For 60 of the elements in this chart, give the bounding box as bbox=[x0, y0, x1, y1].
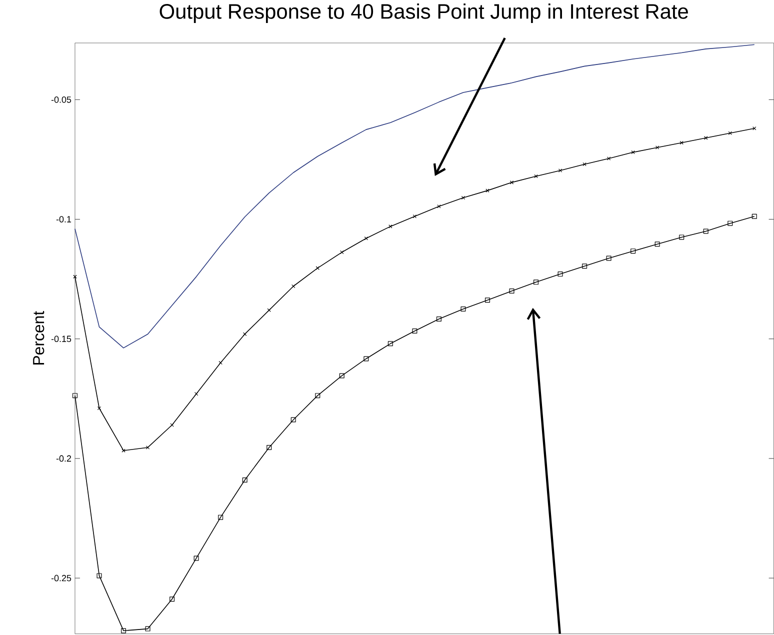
point bbox=[631, 150, 635, 154]
point bbox=[218, 360, 222, 365]
chart-title: Output Response to 40 Basis Point Jump in Interest Rate bbox=[160, 4, 688, 24]
point bbox=[242, 332, 247, 336]
point bbox=[194, 392, 198, 396]
point bbox=[96, 573, 102, 578]
point bbox=[752, 214, 757, 219]
point bbox=[218, 514, 224, 520]
point bbox=[388, 341, 393, 346]
y-axis-title: Percent bbox=[33, 311, 44, 365]
point bbox=[704, 136, 708, 140]
point bbox=[146, 446, 150, 450]
point bbox=[170, 596, 175, 602]
point bbox=[461, 196, 466, 200]
point bbox=[558, 168, 562, 172]
point bbox=[315, 393, 320, 398]
point bbox=[680, 140, 684, 145]
y-tick-label: -0.15 bbox=[51, 336, 72, 342]
point bbox=[412, 328, 418, 334]
point bbox=[122, 448, 126, 452]
point bbox=[364, 236, 368, 240]
point bbox=[582, 264, 588, 269]
point bbox=[484, 298, 490, 303]
point bbox=[72, 393, 78, 398]
point bbox=[121, 628, 126, 634]
point bbox=[339, 373, 344, 378]
point bbox=[145, 626, 150, 632]
point bbox=[292, 284, 296, 288]
point bbox=[703, 228, 708, 234]
y-tick-label: -0.1 bbox=[56, 216, 72, 222]
point bbox=[486, 188, 490, 192]
point bbox=[460, 306, 466, 312]
point bbox=[534, 174, 538, 178]
y-tick-label: -0.05 bbox=[51, 96, 72, 103]
point bbox=[679, 234, 684, 240]
point bbox=[534, 280, 539, 285]
point bbox=[558, 272, 563, 277]
point bbox=[194, 556, 199, 561]
y-tick-label: -0.25 bbox=[51, 574, 72, 582]
point bbox=[412, 214, 417, 218]
point bbox=[316, 266, 320, 270]
point bbox=[606, 256, 612, 261]
point bbox=[437, 204, 441, 208]
point bbox=[267, 308, 271, 312]
point bbox=[582, 162, 586, 166]
point bbox=[655, 146, 660, 150]
point bbox=[266, 445, 272, 450]
point bbox=[364, 356, 369, 362]
point bbox=[290, 417, 296, 422]
point bbox=[654, 242, 660, 247]
point bbox=[340, 250, 344, 254]
line-series bbox=[74, 44, 755, 348]
point bbox=[606, 156, 611, 160]
point bbox=[436, 316, 442, 322]
y-tick-label: -0.2 bbox=[56, 455, 72, 462]
point bbox=[728, 220, 733, 226]
point bbox=[242, 478, 248, 483]
point bbox=[509, 288, 514, 294]
point bbox=[630, 248, 636, 254]
point bbox=[510, 180, 514, 184]
